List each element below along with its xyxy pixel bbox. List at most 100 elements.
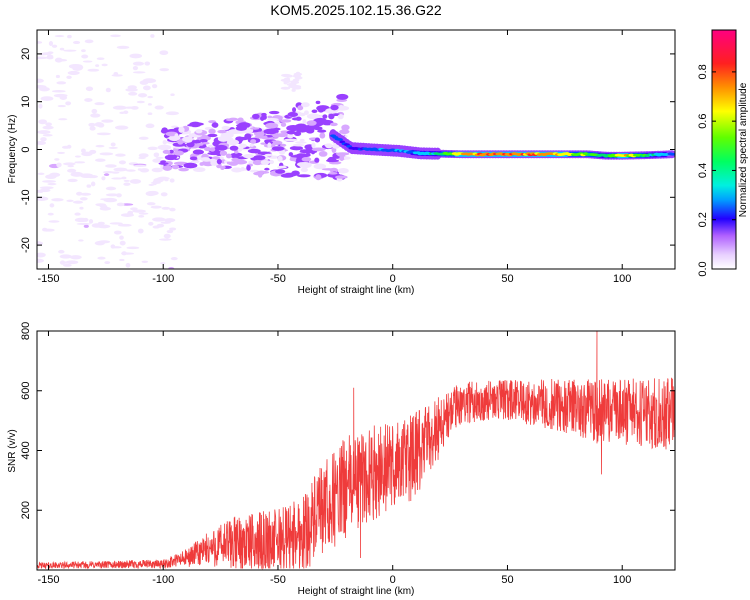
spectrogram-cell xyxy=(139,168,150,173)
spectrogram-cell xyxy=(57,58,68,62)
spectrogram-cell xyxy=(330,104,339,111)
spectrogram-cell xyxy=(268,110,280,115)
spectrogram-cell xyxy=(244,133,252,140)
spectrogram-cell xyxy=(130,207,138,211)
spectrogram-cell xyxy=(229,152,240,159)
spectrogram-cell xyxy=(341,124,350,131)
spectrogram-cell xyxy=(151,167,163,173)
spectrogram-cell xyxy=(171,164,180,170)
spectrogram-cell xyxy=(47,212,54,216)
spectrogram-cell xyxy=(105,164,117,168)
spectrogram-cell xyxy=(132,61,145,66)
spectrogram-cell xyxy=(290,154,304,158)
spectrogram-y-tick-label: 10 xyxy=(20,96,32,108)
spectrogram-cell xyxy=(240,166,245,172)
spectrogram-x-tick-label: 50 xyxy=(501,273,513,285)
spectrogram-cell xyxy=(132,209,146,213)
spectrogram-cell xyxy=(101,226,108,229)
colorbar-ticks: 0.0 0.2 0.4 0.6 0.8 xyxy=(697,64,736,277)
spectrogram-cell xyxy=(190,160,200,164)
spectrogram-cell xyxy=(226,161,232,165)
colorbar-gradient xyxy=(711,29,737,270)
spectrogram-cell xyxy=(280,86,291,90)
spectrogram-y-tick-label: 20 xyxy=(20,48,32,60)
spectrogram-cell xyxy=(125,262,131,268)
spectrogram-cell xyxy=(275,169,286,174)
spectrogram-cell xyxy=(66,75,72,80)
spectrogram-cell xyxy=(83,224,89,228)
spectrogram-cell xyxy=(37,258,44,263)
spectrogram-cell xyxy=(231,157,240,162)
spectrogram-cell xyxy=(94,102,105,106)
spectrogram-cell xyxy=(40,96,54,101)
spectrogram-cell xyxy=(97,122,105,128)
spectrogram-cell xyxy=(137,93,148,98)
spectrogram-cell xyxy=(217,135,230,142)
spectrogram-cell xyxy=(81,148,86,154)
spectrogram-cell xyxy=(337,167,349,174)
spectrogram-cell xyxy=(178,167,189,172)
spectrogram-cell xyxy=(138,212,149,215)
spectrogram-cell xyxy=(67,168,77,173)
spectrogram-cell xyxy=(109,222,123,225)
spectrogram-amplitude-layer xyxy=(37,34,675,269)
spectrogram-cell xyxy=(59,95,68,100)
snr-y-tick-label: 800 xyxy=(20,322,32,340)
snr-y-tick-label: 600 xyxy=(20,382,32,400)
spectrogram-cell xyxy=(105,87,111,93)
spectrogram-cell xyxy=(228,117,239,121)
spectrogram-cell xyxy=(110,34,121,38)
spectrogram-cell xyxy=(288,152,294,157)
spectrogram-x-tick-label: -100 xyxy=(152,273,174,285)
spectrogram-cell xyxy=(157,144,172,151)
spectrogram-cell xyxy=(113,230,122,235)
spectrogram-cell xyxy=(130,105,139,110)
spectrogram-cell xyxy=(302,119,307,125)
spectrogram-cell xyxy=(121,252,135,255)
spectrogram-cell xyxy=(101,119,114,123)
spectrogram-y-tick-label: -20 xyxy=(20,237,32,253)
spectrogram-cell xyxy=(299,138,305,142)
spectrogram-cell xyxy=(279,143,287,147)
spectrogram-cell xyxy=(141,260,149,264)
spectrogram-cell xyxy=(169,207,176,212)
spectrogram-cell xyxy=(254,135,268,139)
spectrogram-cell xyxy=(322,114,328,119)
spectrogram-cell xyxy=(70,171,84,177)
spectrogram-cell xyxy=(62,263,72,267)
snr-ticks: -150 -100 -50 0 50 100 200 400 600 800 xyxy=(20,322,675,586)
spectrogram-cell xyxy=(220,165,226,169)
spectrogram-cell xyxy=(137,228,144,234)
spectrogram-cell xyxy=(204,146,211,152)
spectrogram-cell xyxy=(329,167,339,173)
spectrogram-cell xyxy=(136,100,145,104)
spectrogram-cell xyxy=(40,137,47,142)
spectrogram-cell xyxy=(160,192,168,197)
spectrogram-cell xyxy=(102,170,115,174)
spectrogram-cell xyxy=(76,222,91,225)
spectrogram-cell xyxy=(335,175,348,179)
spectrogram-cell xyxy=(110,142,116,147)
snr-y-tick-label: 200 xyxy=(20,501,32,519)
spectrogram-cell xyxy=(73,200,84,204)
spectrogram-cell xyxy=(57,104,66,108)
spectrogram-cell xyxy=(189,156,198,161)
spectrogram-cell xyxy=(192,149,205,155)
spectrogram-cell xyxy=(314,137,321,143)
spectrogram-cell xyxy=(197,145,207,149)
spectrogram-cell xyxy=(287,111,299,117)
spectrogram-cell xyxy=(295,141,307,144)
spectrogram-y-tick-label: -10 xyxy=(20,189,32,205)
spectrogram-cell xyxy=(79,197,88,201)
spectrogram-cell xyxy=(89,149,97,154)
spectrogram-cell xyxy=(46,56,54,60)
spectrogram-cell xyxy=(147,190,159,196)
spectrogram-cell xyxy=(49,172,61,178)
spectrogram-cell xyxy=(328,156,335,162)
spectrogram-cell xyxy=(305,153,311,157)
spectrogram-y-tick-label: 0 xyxy=(20,146,32,152)
spectrogram-cell xyxy=(38,119,48,125)
spectrogram-cell xyxy=(154,105,164,110)
